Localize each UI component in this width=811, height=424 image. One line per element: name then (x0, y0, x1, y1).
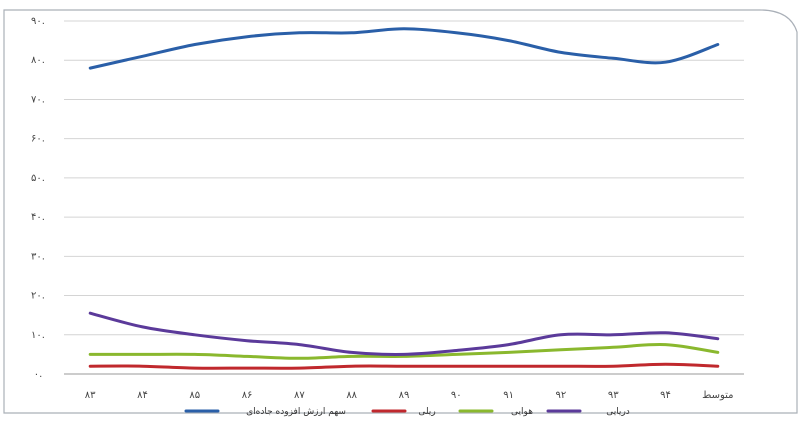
chart-border (3, 9, 798, 414)
x-tick-label: ۸۳ (85, 390, 96, 401)
x-tick-label: ۹۴ (660, 390, 671, 401)
series-line-2 (88, 342, 720, 360)
x-tick-label: ۸۹ (399, 390, 410, 401)
x-axis-ticks: ۸۳ ۸۴ ۸۵ ۸۶ ۸۷ ۸۸ ۸۹ ۹۰ ۹۱ ۹۲ ۹۳ ۹۴ متوسط (85, 390, 734, 401)
x-tick-label: ۸۴ (137, 390, 148, 401)
x-tick-label: ۹۱ (503, 390, 514, 401)
y-tick-label: ۶۰. (31, 134, 45, 145)
x-tick-label: ۸۸ (346, 390, 357, 401)
x-tick-label: ۹۳ (608, 390, 619, 401)
x-tick-label: ۸۷ (294, 390, 305, 401)
x-tick-label: ۹۰ (451, 390, 462, 401)
y-tick-label: ۲۰. (31, 291, 45, 302)
y-tick-label: ۳۰. (31, 251, 45, 262)
x-tick-label: ۸۵ (189, 390, 200, 401)
y-tick-label: ۸۰. (31, 55, 45, 66)
gridlines (64, 20, 744, 375)
series-line-3 (88, 311, 720, 356)
y-tick-label: ۱۰. (31, 330, 45, 341)
y-tick-label: ۹۰. (31, 16, 45, 27)
y-tick-label: ۴۰. (31, 212, 45, 223)
x-tick-label: متوسط (702, 390, 733, 401)
legend-label: دریایی (606, 407, 630, 417)
legend-label: هوایی (511, 407, 533, 417)
y-axis-ticks: ۰. ۱۰. ۲۰. ۳۰. ۴۰. ۵۰. ۶۰. ۷۰. ۸۰. ۹۰. (31, 16, 45, 380)
y-tick-label: ۷۰. (31, 94, 45, 105)
x-tick-label: ۸۶ (242, 390, 253, 401)
series-line-0 (88, 27, 720, 70)
legend-label: سهم ارزش افزوده جاده‌ای (246, 407, 346, 417)
y-tick-label: ۰. (34, 369, 43, 380)
legend-label: ریلی (418, 407, 435, 417)
y-tick-label: ۵۰. (31, 173, 45, 184)
series-lines (88, 27, 720, 370)
legend: سهم ارزش افزوده جاده‌ای ریلی هوایی دریایی (184, 407, 630, 417)
series-line-1 (88, 362, 720, 370)
x-tick-label: ۹۲ (556, 390, 567, 401)
